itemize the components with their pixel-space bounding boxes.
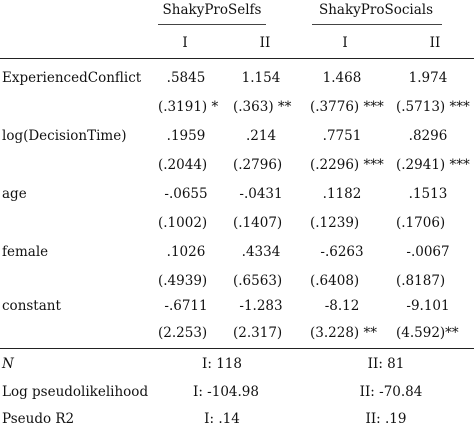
se-cell: (.2044) — [158, 157, 208, 173]
stat-value: II: 81 — [367, 356, 405, 372]
coef-cell: 1.154 — [241, 70, 281, 86]
coef-cell: 1.974 — [408, 70, 448, 86]
group-header-shakyprosocials: ShakyProSocials — [318, 2, 434, 18]
coef-cell: .1026 — [166, 244, 206, 260]
row-label-female: female — [2, 244, 49, 260]
coef-cell: -.0655 — [164, 186, 208, 202]
coef-cell: -.0067 — [406, 244, 450, 260]
row-label-age: age — [2, 186, 27, 202]
column-header-2: II — [259, 35, 271, 51]
stat-value: II: .19 — [365, 411, 407, 427]
coef-cell: 1.468 — [322, 70, 362, 86]
stat-value: II: -70.84 — [359, 384, 423, 400]
stats-rule — [0, 348, 474, 350]
se-cell: (.1407) — [233, 215, 283, 231]
coef-cell: .7751 — [322, 128, 362, 144]
se-cell: (.3191) * — [158, 99, 219, 115]
group-underline-shakyproselfs — [158, 24, 266, 25]
stat-label-pseudo-r2: Pseudo R2 — [2, 411, 75, 427]
se-cell: (.4939) — [158, 273, 208, 289]
coef-cell: -.0431 — [239, 186, 283, 202]
column-header-1: I — [182, 35, 188, 51]
se-cell: (.2296) *** — [310, 157, 384, 173]
coef-cell: -8.12 — [324, 298, 360, 314]
se-cell: (.6408) — [310, 273, 360, 289]
se-cell: (.2796) — [233, 157, 283, 173]
header-rule — [0, 58, 474, 60]
se-cell: (.1002) — [158, 215, 208, 231]
se-cell: (.2941) *** — [396, 157, 470, 173]
se-cell: (.5713) *** — [396, 99, 470, 115]
se-cell: (.6563) — [233, 273, 283, 289]
stat-label-n: N — [2, 356, 14, 372]
se-cell: (2.317) — [233, 325, 283, 341]
coef-cell: -.6263 — [320, 244, 364, 260]
se-cell: (2.253) — [158, 325, 208, 341]
se-cell: (4.592)** — [396, 325, 459, 341]
coef-cell: -.6711 — [164, 298, 208, 314]
se-cell: (3.228) ** — [310, 325, 377, 341]
group-header-shakyproselfs: ShakyProSelfs — [162, 2, 262, 18]
se-cell: (.1239) — [310, 215, 360, 231]
se-cell: (.8187) — [396, 273, 446, 289]
row-label-experienced-conflict: ExperiencedConflict — [2, 70, 142, 86]
coef-cell: .1182 — [322, 186, 362, 202]
coef-cell: -9.101 — [406, 298, 450, 314]
coef-cell: .5845 — [166, 70, 206, 86]
stat-value: I: .14 — [204, 411, 240, 427]
se-cell: (.1706) — [396, 215, 446, 231]
row-label-constant: constant — [2, 298, 61, 314]
se-cell: (.3776) *** — [310, 99, 384, 115]
se-cell: (.363) ** — [233, 99, 292, 115]
column-header-4: II — [429, 35, 441, 51]
column-header-3: I — [342, 35, 348, 51]
coef-cell: .1513 — [408, 186, 448, 202]
coef-cell: -1.283 — [239, 298, 283, 314]
coef-cell: .8296 — [408, 128, 448, 144]
coef-cell: .4334 — [241, 244, 281, 260]
row-label-log-decision-time: log(DecisionTime) — [2, 128, 127, 144]
stat-label-log-pseudolikelihood: Log pseudolikelihood — [2, 384, 149, 400]
coef-cell: .214 — [245, 128, 277, 144]
coef-cell: .1959 — [166, 128, 206, 144]
group-underline-shakyprosocials — [312, 24, 442, 25]
stat-value: I: -104.98 — [193, 384, 259, 400]
stat-value: I: 118 — [202, 356, 242, 372]
